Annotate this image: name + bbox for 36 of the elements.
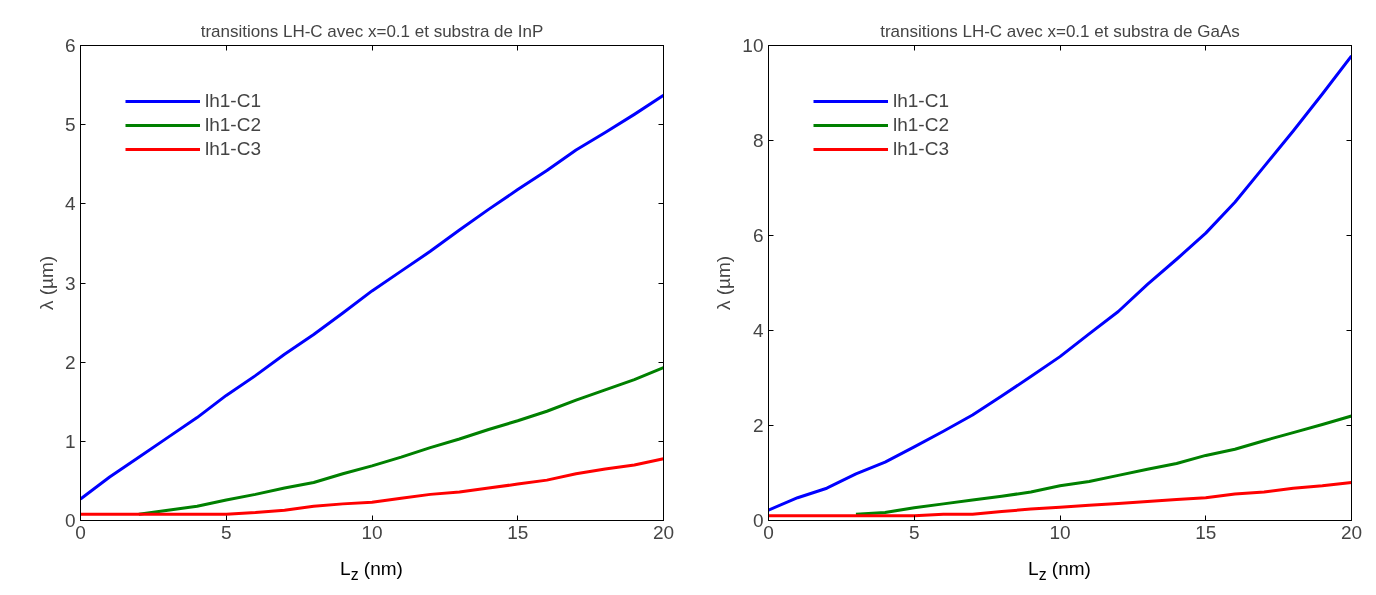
line-series (137, 366, 664, 516)
chart-title: transitions LH-C avec x=0.1 et substra de InP (200, 21, 544, 41)
legend-label: lh1-C2 (205, 114, 261, 136)
x-tick-label: 10 (1049, 521, 1071, 543)
y-tick-label: 6 (64, 35, 76, 56)
y-tick-label: 10 (742, 35, 764, 56)
x-tick-label: 10 (361, 521, 383, 543)
x-tick-label: 15 (1195, 521, 1217, 543)
y-axis-title: λ (µm) (35, 255, 57, 311)
y-tick-label: 8 (752, 130, 764, 151)
chart-title: transitions LH-C avec x=0.1 et substra de GaAs (880, 21, 1240, 41)
x-tick-label: 20 (652, 521, 675, 543)
x-tick-label: 5 (908, 521, 920, 543)
legend-label: lh1-C3 (205, 138, 261, 160)
line-series (80, 457, 664, 516)
line-series (768, 54, 1352, 512)
x-tick-label: 5 (220, 521, 232, 543)
y-tick-label: 4 (64, 193, 76, 215)
x-axis-title: L$_{z}$ (nm) (1028, 557, 1091, 585)
y-tick-label: 6 (752, 225, 764, 246)
legend-label: lh1-C1 (205, 90, 261, 112)
x-tick-label: 20 (1340, 521, 1363, 543)
x-axis-title: L$_{z}$ (nm) (340, 557, 403, 585)
y-axis-title: λ (µm) (713, 255, 735, 311)
y-tick-label: 5 (64, 114, 76, 136)
legend-label: lh1-C1 (893, 90, 949, 112)
y-tick-label: 4 (752, 320, 764, 341)
x-tick-label: 15 (507, 521, 529, 543)
y-tick-label: 2 (64, 351, 76, 373)
legend-label: lh1-C2 (893, 114, 949, 136)
y-tick-label: 1 (64, 430, 76, 452)
y-tick-label: 3 (64, 272, 76, 294)
legend-label: lh1-C3 (893, 138, 949, 160)
y-tick-label: 2 (752, 415, 764, 436)
line-series (854, 414, 1352, 516)
line-series (80, 93, 664, 501)
